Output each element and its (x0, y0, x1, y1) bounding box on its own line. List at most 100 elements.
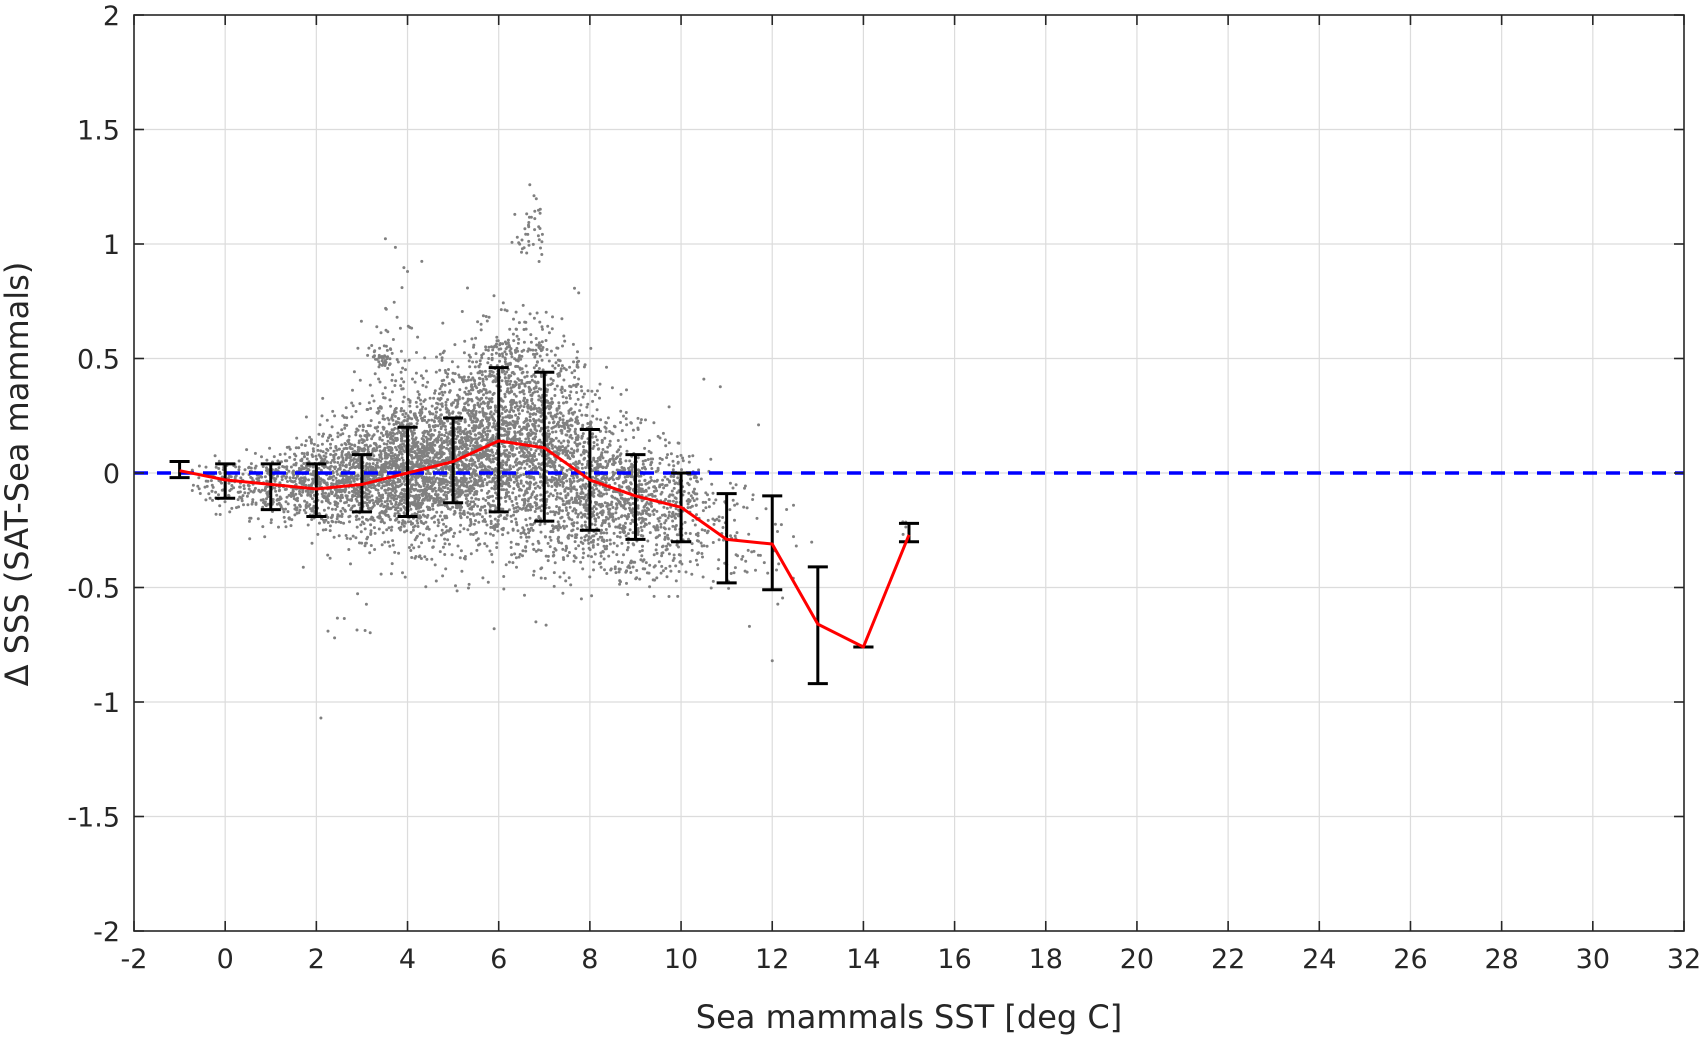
scatter-point (489, 519, 493, 523)
scatter-point (432, 396, 436, 400)
scatter-point (539, 419, 543, 423)
scatter-point (210, 489, 214, 493)
scatter-point (377, 500, 381, 503)
scatter-point (386, 502, 390, 506)
scatter-point (555, 492, 559, 495)
scatter-point (355, 458, 359, 462)
scatter-point (511, 528, 515, 532)
scatter-point (311, 497, 314, 501)
scatter-point (456, 365, 460, 369)
scatter-point (508, 497, 512, 501)
scatter-point (527, 531, 531, 535)
scatter-point (558, 411, 562, 415)
scatter-point (265, 469, 268, 472)
scatter-point (305, 457, 309, 461)
scatter-point (324, 518, 328, 522)
scatter-point (519, 404, 523, 408)
scatter-point (503, 395, 507, 399)
scatter-point (550, 475, 554, 479)
scatter-point (456, 463, 460, 467)
scatter-point (515, 404, 519, 408)
scatter-point (402, 409, 406, 413)
scatter-point (445, 407, 449, 411)
scatter-point (278, 481, 282, 485)
scatter-point (544, 623, 548, 627)
scatter-point (399, 525, 403, 529)
scatter-point (427, 493, 431, 497)
scatter-point (410, 450, 414, 454)
scatter-point (358, 424, 362, 428)
scatter-point (294, 463, 298, 467)
scatter-point (573, 375, 577, 379)
scatter-point (470, 457, 473, 461)
scatter-point (423, 429, 427, 433)
scatter-point (521, 370, 525, 374)
scatter-point (424, 369, 428, 373)
scatter-point (515, 483, 519, 487)
scatter-point (319, 477, 323, 481)
scatter-point (372, 486, 376, 490)
scatter-point (539, 509, 543, 513)
scatter-point (552, 550, 555, 554)
scatter-point (561, 448, 565, 452)
scatter-point (447, 368, 450, 371)
scatter-point (555, 408, 559, 412)
scatter-point (288, 447, 292, 451)
scatter-point (478, 508, 482, 512)
scatter-point (445, 375, 449, 379)
scatter-point (237, 505, 241, 509)
scatter-point (339, 499, 343, 503)
scatter-point (307, 484, 311, 487)
scatter-point (321, 489, 325, 493)
scatter-point (409, 507, 413, 511)
scatter-point (469, 500, 473, 504)
scatter-point (526, 410, 530, 414)
scatter-point (491, 457, 495, 461)
scatter-point (550, 485, 554, 488)
scatter-point (567, 409, 571, 413)
scatter-point (481, 380, 485, 383)
scatter-point (426, 483, 430, 487)
scatter-point (306, 523, 310, 527)
scatter-point (253, 451, 257, 455)
scatter-point (320, 460, 324, 463)
scatter-point (321, 491, 325, 495)
scatter-point (509, 514, 513, 518)
scatter-point (410, 460, 414, 464)
scatter-point (577, 544, 581, 548)
scatter-point (401, 468, 405, 472)
scatter-point (462, 444, 466, 448)
scatter-point (525, 539, 529, 543)
scatter-point (415, 475, 419, 479)
scatter-point (399, 508, 403, 512)
scatter-point (519, 473, 523, 477)
scatter-point (475, 417, 479, 421)
scatter-point (382, 521, 386, 525)
scatter-point (286, 510, 290, 514)
scatter-point (478, 479, 482, 483)
scatter-point (595, 408, 599, 412)
scatter-point (403, 444, 407, 448)
scatter-point (454, 584, 457, 588)
scatter-point (505, 448, 509, 452)
scatter-point (473, 424, 477, 428)
scatter-point (436, 438, 440, 442)
scatter-point (489, 525, 493, 529)
scatter-point (336, 472, 339, 476)
scatter-point (427, 506, 431, 509)
scatter-point (470, 439, 474, 443)
scatter-point (230, 506, 234, 510)
scatter-point (480, 505, 484, 509)
scatter-point (516, 509, 520, 513)
scatter-point (537, 462, 541, 466)
scatter-point (507, 495, 511, 498)
scatter-point (496, 529, 500, 533)
scatter-point (458, 388, 462, 392)
scatter-point (439, 452, 443, 456)
scatter-point (437, 501, 441, 505)
scatter-point (611, 457, 615, 460)
scatter-point (592, 505, 596, 509)
scatter-point (419, 519, 423, 523)
scatter-point (511, 332, 515, 336)
scatter-point (288, 476, 292, 480)
